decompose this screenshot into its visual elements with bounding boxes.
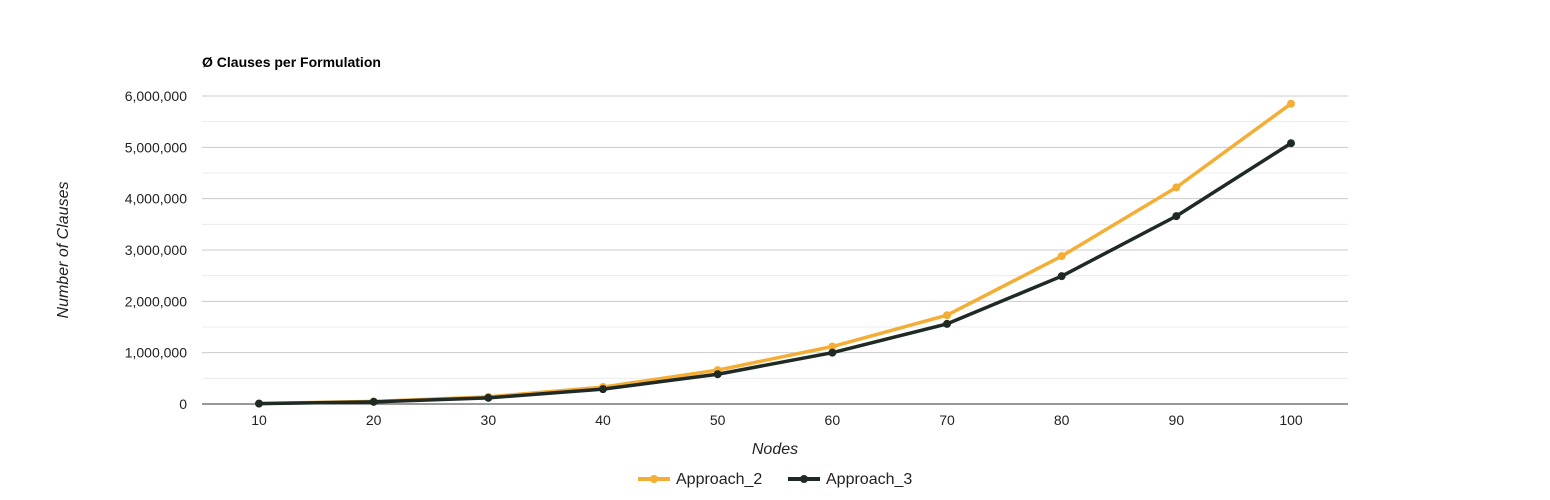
data-point (828, 348, 837, 357)
y-tick-label: 3,000,000 (125, 242, 187, 258)
data-point (713, 370, 722, 379)
chart-title: Ø Clauses per Formulation (202, 54, 381, 70)
data-point (599, 385, 607, 394)
x-axis-label: Nodes (752, 441, 798, 458)
data-point (1287, 99, 1295, 108)
y-axis-label: Number of Clauses (55, 182, 72, 319)
series-layer (255, 99, 1295, 408)
y-tick-label: 4,000,000 (125, 191, 187, 207)
series-line (257, 101, 1293, 406)
x-tick-label: 40 (595, 412, 611, 428)
y-axis-ticks: 0 1,000,000 2,000,000 3,000,000 4,000,000 5,0… (125, 88, 188, 412)
legend-swatch-marker (800, 475, 808, 483)
legend-swatch-marker (650, 475, 658, 483)
x-tick-label: 50 (710, 412, 726, 428)
series-Approach_3 (255, 139, 1295, 408)
legend-label: Approach_2 (676, 471, 762, 488)
data-point (943, 319, 951, 328)
data-point (369, 397, 378, 406)
data-point (1057, 272, 1066, 281)
legend-label: Approach_3 (826, 471, 912, 488)
series-Approach_2 (255, 99, 1295, 408)
data-point (828, 342, 837, 351)
x-tick-label: 70 (939, 412, 955, 428)
x-tick-label: 60 (825, 412, 841, 428)
x-tick-label: 10 (251, 412, 267, 428)
data-point (1172, 183, 1181, 192)
legend-item: Approach_2 (638, 471, 762, 488)
y-tick-label: 1,000,000 (125, 345, 187, 361)
y-tick-label: 6,000,000 (125, 88, 187, 104)
gridlines (202, 95, 1348, 379)
x-axis-ticks: 10 20 30 40 50 60 70 80 90 100 (251, 412, 1303, 428)
data-point (1172, 212, 1181, 221)
x-tick-label: 30 (481, 412, 497, 428)
y-tick-label: 2,000,000 (125, 293, 187, 309)
legend-item: Approach_3 (788, 471, 912, 488)
y-tick-label: 5,000,000 (125, 139, 187, 155)
data-point (1287, 139, 1295, 148)
series-line (257, 141, 1293, 406)
x-tick-label: 100 (1279, 412, 1303, 428)
data-point (255, 399, 263, 408)
legend: Approach_2 Approach_3 (638, 471, 912, 488)
data-point (1057, 252, 1066, 261)
x-tick-label: 80 (1054, 412, 1070, 428)
x-tick-label: 90 (1169, 412, 1185, 428)
data-point (484, 393, 493, 402)
data-point (943, 311, 951, 320)
x-tick-label: 20 (366, 412, 382, 428)
y-tick-label: 0 (179, 396, 187, 412)
